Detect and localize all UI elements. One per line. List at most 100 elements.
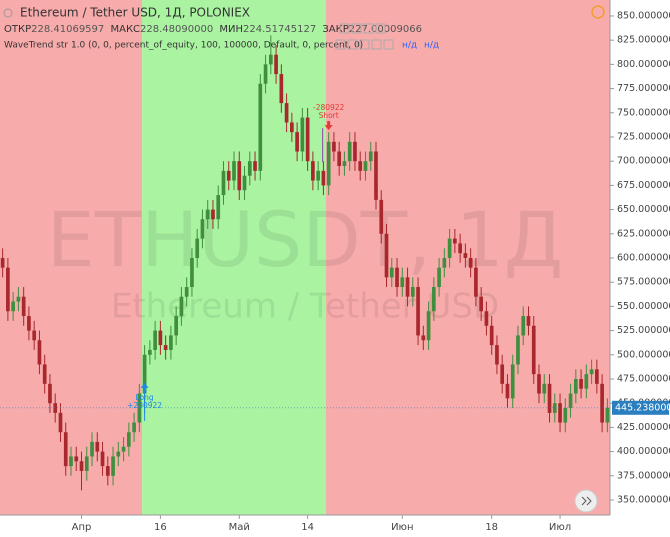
candle-body: [463, 253, 468, 258]
x-tick-label: 18: [485, 522, 498, 533]
last-price-box: [612, 400, 669, 415]
y-tick-label: 550.00000000: [617, 301, 670, 312]
button[interactable]: [371, 39, 382, 50]
candle-body: [547, 383, 552, 413]
y-tick-label: 375.00000000: [617, 470, 670, 481]
candle-body: [563, 408, 568, 423]
x-tick-label: Апр: [72, 522, 92, 533]
candle-body: [316, 170, 320, 181]
candle-body: [442, 257, 447, 268]
candle-body: [305, 117, 310, 162]
candle-body: [247, 161, 252, 176]
candle-body: [605, 407, 610, 423]
y-tick-label: 650.00000000: [617, 204, 670, 215]
button[interactable]: [359, 39, 370, 50]
candle-body: [489, 325, 494, 346]
candle-body: [95, 441, 100, 452]
candle-body: [531, 325, 536, 375]
y-tick-label: 700.00000000: [617, 156, 670, 167]
candle-body: [274, 54, 278, 75]
candle-body: [258, 83, 263, 171]
symbol-title: Ethereum / Tether USD, 1Д, POLONIEX: [20, 6, 250, 20]
candle-body: [500, 364, 505, 384]
candle-body: [284, 103, 289, 123]
candle-body: [32, 330, 37, 341]
candle-body: [190, 257, 194, 288]
button[interactable]: [335, 39, 346, 50]
candle-body: [431, 287, 436, 312]
header: Ethereum / Tether USD, 1Д, POLONIEX ОТКР…: [3, 6, 439, 51]
button[interactable]: [375, 23, 386, 34]
candle-body: [421, 335, 426, 341]
button[interactable]: [339, 23, 350, 34]
y-tick-label: 500.00000000: [617, 349, 670, 360]
signal-arrow: [324, 121, 333, 131]
x-tick-label: Июн: [391, 522, 413, 533]
settings-button[interactable]: [591, 5, 605, 19]
y-tick-label: 425.00000000: [617, 422, 670, 433]
candle-body: [353, 141, 357, 162]
candle-body: [342, 161, 347, 167]
candle-body: [337, 151, 342, 167]
candle-body: [48, 383, 52, 404]
candle-body: [90, 441, 94, 457]
y-tick-label: 775.00000000: [617, 83, 670, 94]
scroll-button[interactable]: [574, 489, 598, 513]
candle-body: [526, 316, 531, 326]
candle-body: [290, 122, 294, 133]
candle-body: [21, 296, 26, 317]
scroll-icon[interactable]: [581, 496, 592, 506]
label: ОТКР: [4, 24, 31, 35]
candle-body: [84, 456, 89, 471]
candle-body: [484, 311, 489, 326]
candle-body: [573, 378, 578, 394]
candle-body: [163, 345, 168, 350]
button[interactable]: [383, 39, 394, 50]
watermark-symbol: ETHUSDT, 1Д: [47, 195, 563, 284]
visibility-icon[interactable]: [3, 8, 13, 18]
candle-body: [153, 330, 157, 350]
candle-body: [195, 238, 200, 258]
candle-body: [447, 238, 452, 258]
candle-body: [16, 296, 21, 302]
y-tick-label: 675.00000000: [617, 180, 670, 191]
candle-body: [505, 383, 510, 399]
candle-body: [568, 393, 573, 409]
candle-body: [132, 422, 136, 433]
candle-body: [479, 296, 484, 312]
candle-body: [111, 456, 115, 476]
x-tick-label: Июл: [549, 522, 571, 533]
candle-body: [332, 141, 336, 152]
candle-body: [405, 277, 410, 297]
candle-body: [321, 170, 326, 186]
button[interactable]: [347, 39, 358, 50]
y-tick-label: 600.00000000: [617, 252, 670, 263]
button[interactable]: [363, 23, 374, 34]
y-tick-label: 725.00000000: [617, 131, 670, 142]
candle-body: [116, 451, 121, 457]
candle-body: [468, 257, 473, 268]
signal-name: Short: [319, 111, 339, 120]
candle-body: [242, 175, 247, 191]
candle-body: [137, 393, 142, 423]
candle-body: [521, 316, 526, 336]
candle-body: [300, 117, 305, 152]
candle-body: [221, 170, 226, 196]
signal-arrow: [140, 382, 149, 392]
candle-body: [11, 301, 15, 312]
candle-body: [179, 296, 184, 317]
candle-body: [63, 432, 68, 467]
candle-body: [79, 461, 84, 471]
candle-body: [537, 374, 541, 394]
candle-body: [205, 209, 210, 220]
value: 228.48090000: [140, 24, 213, 35]
y-tick-label: 850.00000000: [617, 10, 670, 21]
y-tick-label: 475.00000000: [617, 373, 670, 384]
x-tick-label: Май: [229, 522, 250, 533]
candle-body: [552, 403, 557, 413]
candle-body: [268, 54, 273, 65]
candle-body: [53, 403, 58, 413]
button[interactable]: [351, 23, 362, 34]
